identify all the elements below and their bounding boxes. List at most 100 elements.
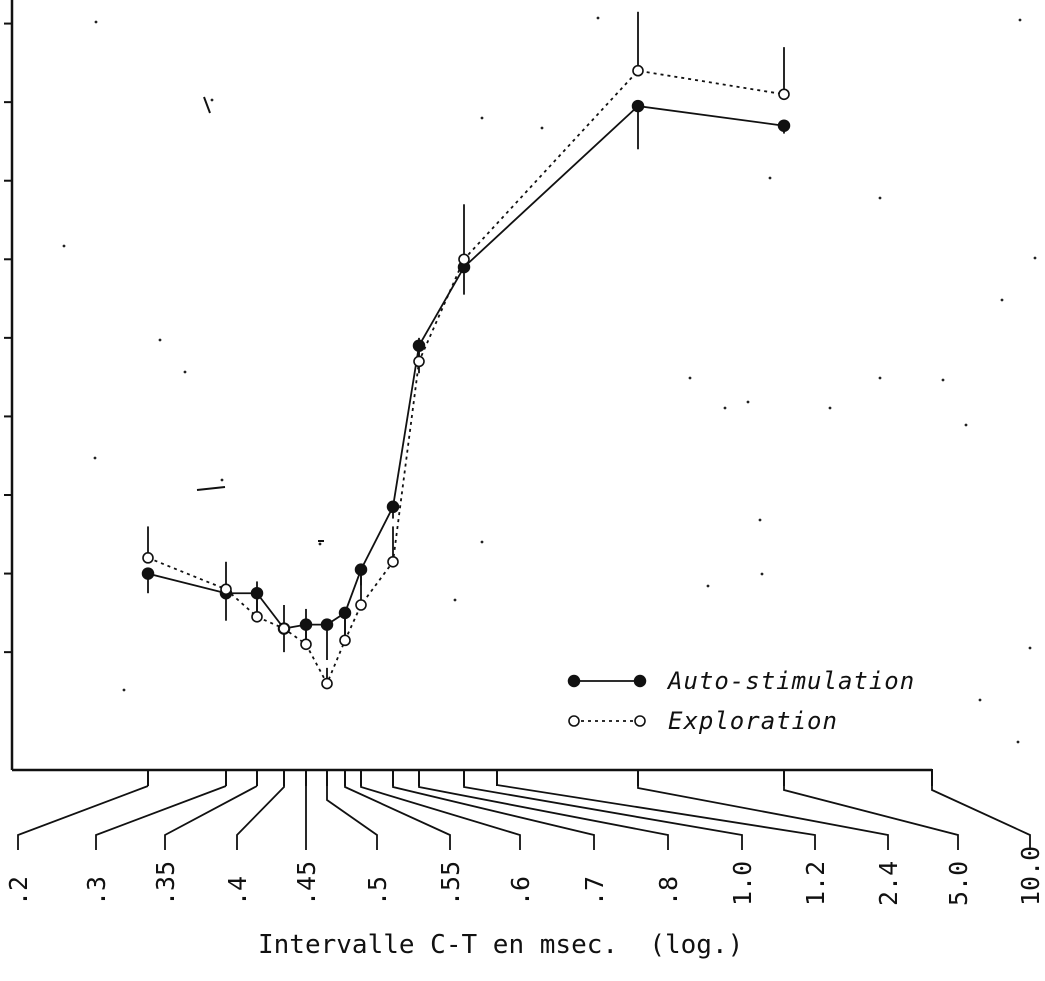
scan-speck [724, 407, 727, 410]
series-lines [148, 71, 784, 684]
x-tick-labels: .2 .3 .35 .4 .45 .5 .55 .6 .7 .8 1.0 1.2 2.4 5.0 10.0 [4, 846, 1045, 906]
data-point-exploration [340, 635, 350, 645]
data-point-auto-stimulation [779, 120, 790, 131]
scan-speck [221, 479, 224, 482]
scan-speck [879, 197, 882, 200]
scan-speck [689, 377, 692, 380]
data-point-auto-stimulation [340, 607, 351, 618]
scan-speck [454, 599, 457, 602]
scan-speck [1017, 741, 1020, 744]
x-tick-label: .5 [363, 876, 392, 906]
scan-speck [1034, 257, 1037, 260]
data-point-exploration [779, 89, 789, 99]
scan-speck [879, 377, 882, 380]
x-tick-label: .35 [151, 861, 180, 906]
data-point-exploration [459, 254, 469, 264]
scan-mark [197, 487, 225, 490]
tick-leader-lines [18, 785, 1030, 850]
scan-speck [319, 543, 322, 546]
legend-marker-auto-stimulation [635, 676, 646, 687]
tick-leader-line [18, 786, 148, 850]
tick-leader-line [345, 786, 450, 850]
scan-speck [1001, 299, 1004, 302]
tick-leader-line [497, 785, 815, 850]
scan-speck [707, 585, 710, 588]
scan-speck [159, 339, 162, 342]
data-point-auto-stimulation [143, 568, 154, 579]
data-point-exploration [221, 584, 231, 594]
scan-speck [979, 699, 982, 702]
data-point-exploration [301, 639, 311, 649]
tick-leader-line [361, 786, 520, 850]
scan-noise [63, 17, 1037, 744]
data-point-exploration [279, 624, 289, 634]
tick-leader-line [96, 786, 226, 850]
tick-leader-line [237, 786, 284, 850]
scan-speck [481, 117, 484, 120]
scan-speck [481, 541, 484, 544]
data-point-auto-stimulation [633, 101, 644, 112]
series-line-auto-stimulation [148, 106, 784, 629]
tick-leader-line [419, 786, 668, 850]
x-tick-label: .55 [436, 861, 465, 906]
legend-marker-exploration [635, 716, 645, 726]
x-tick-label: .4 [223, 876, 252, 906]
series-line-exploration [148, 71, 784, 684]
data-point-exploration [388, 557, 398, 567]
x-tick-label: 1.2 [801, 861, 830, 906]
x-tick-label: 1.0 [728, 861, 757, 906]
x-ticks [148, 769, 932, 786]
x-tick-label: .6 [506, 876, 535, 906]
scan-speck [769, 177, 772, 180]
tick-leader-line [784, 786, 958, 850]
x-tick-label: .2 [4, 876, 33, 906]
data-point-auto-stimulation [322, 619, 333, 630]
data-point-auto-stimulation [414, 340, 425, 351]
scan-speck [759, 519, 762, 522]
scan-speck [1029, 647, 1032, 650]
scan-speck [829, 407, 832, 410]
scan-speck [211, 99, 214, 102]
data-point-auto-stimulation [252, 588, 263, 599]
legend-marker-auto-stimulation [569, 676, 580, 687]
data-point-auto-stimulation [356, 564, 367, 575]
x-axis-title: Intervalle C-T en msec. (log.) [258, 930, 743, 960]
scan-mark [204, 97, 210, 113]
data-point-exploration [252, 612, 262, 622]
data-point-exploration [414, 356, 424, 366]
tick-leader-line [165, 786, 257, 850]
legend-marker-exploration [569, 716, 579, 726]
series-markers [143, 66, 790, 689]
x-tick-label: .45 [292, 861, 321, 906]
plot-area [143, 12, 790, 689]
scan-speck [184, 371, 187, 374]
data-point-auto-stimulation [388, 501, 399, 512]
scan-speck [747, 401, 750, 404]
scan-speck [123, 689, 126, 692]
scan-speck [597, 17, 600, 20]
legend-label-exploration: Exploration [668, 707, 838, 735]
scan-speck [942, 379, 945, 382]
tick-leader-line [464, 786, 742, 850]
x-tick-label: .8 [654, 876, 683, 906]
scan-speck [761, 573, 764, 576]
x-tick-label: 5.0 [944, 861, 973, 906]
data-point-auto-stimulation [301, 619, 312, 630]
x-tick-label: .7 [580, 876, 609, 906]
x-tick-label: .3 [82, 876, 111, 906]
x-tick-label: 2.4 [874, 861, 903, 906]
data-point-exploration [322, 679, 332, 689]
data-point-exploration [633, 66, 643, 76]
scan-speck [965, 424, 968, 427]
legend-label-auto-stimulation: Auto-stimulation [666, 667, 915, 695]
scan-speck [95, 21, 98, 24]
axes: .2 .3 .35 .4 .45 .5 .55 .6 .7 .8 1.0 1.2 2.4 5.0 10.0 [4, 0, 1045, 906]
legend: Auto-stimulation Exploration [569, 667, 916, 735]
scan-speck [541, 127, 544, 130]
data-point-exploration [356, 600, 366, 610]
scan-speck [63, 245, 66, 248]
tick-leader-line [638, 786, 888, 850]
scan-speck [94, 457, 97, 460]
tick-leader-line [932, 786, 1030, 850]
